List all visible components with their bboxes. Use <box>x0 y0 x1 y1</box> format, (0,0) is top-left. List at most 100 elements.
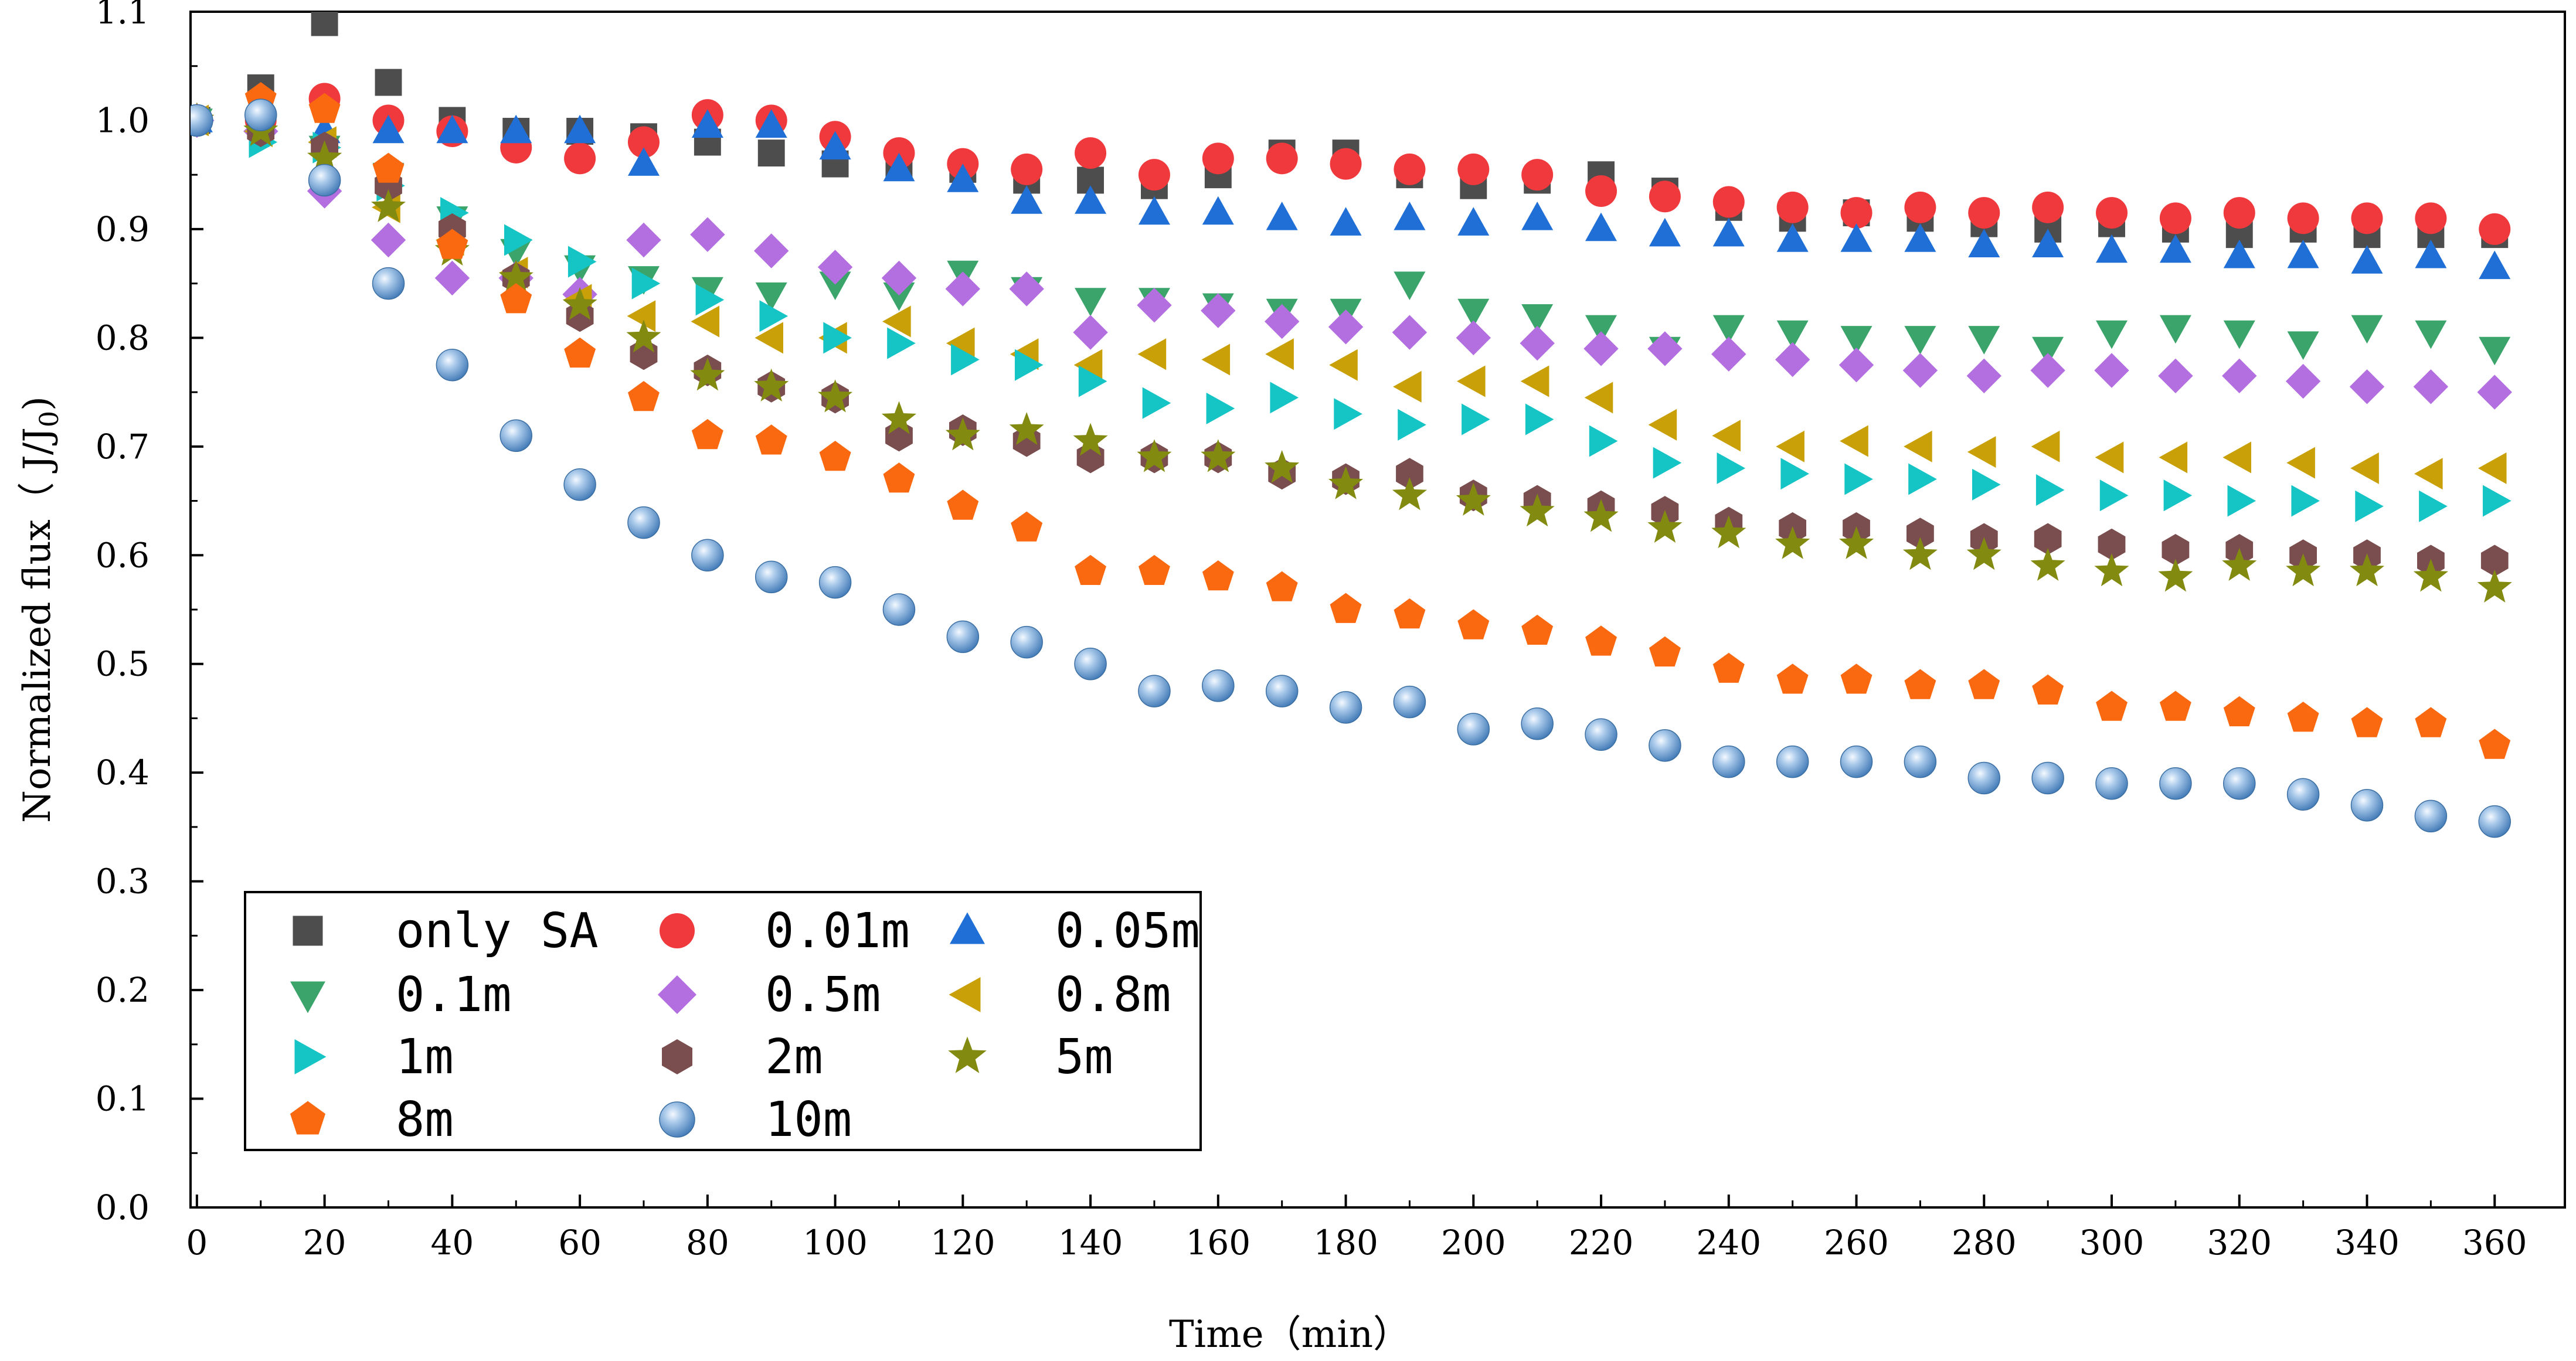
data-point <box>2287 239 2319 268</box>
data-point <box>1521 707 1554 740</box>
data-point <box>1075 137 1107 169</box>
data-point <box>1075 185 1107 214</box>
data-point <box>1844 463 1873 495</box>
data-point <box>2413 559 2448 592</box>
data-point <box>1904 430 1932 462</box>
data-point <box>1521 159 1554 191</box>
data-point <box>951 343 980 376</box>
data-point <box>2350 553 2384 587</box>
data-point <box>1266 202 1298 230</box>
data-point <box>1334 398 1362 430</box>
legend-item: 0.05m <box>950 903 1200 959</box>
data-point <box>695 284 725 316</box>
data-point <box>1010 625 1043 659</box>
x-tick-label: 60 <box>558 1223 601 1263</box>
data-point <box>1328 466 1364 499</box>
legend-marker <box>290 981 325 1013</box>
data-point <box>2479 250 2511 280</box>
data-point <box>1392 477 1427 511</box>
data-point <box>567 246 597 278</box>
legend-item: 0.8m <box>949 967 1171 1023</box>
legend-marker <box>949 977 981 1012</box>
data-point <box>818 379 853 413</box>
data-point <box>1904 223 1936 252</box>
x-tick-label: 20 <box>303 1223 346 1263</box>
data-point <box>2227 485 2256 517</box>
data-point <box>823 322 852 354</box>
data-point <box>1585 175 1617 207</box>
data-point <box>1968 326 2000 355</box>
data-point <box>691 305 720 338</box>
data-point <box>1968 669 2000 699</box>
data-point <box>1647 509 1683 543</box>
data-point <box>2159 690 2191 721</box>
legend-label: 0.5m <box>765 967 881 1023</box>
y-tick-label: 0.3 <box>96 862 149 901</box>
data-point <box>946 327 975 359</box>
data-point <box>500 283 532 314</box>
data-point <box>1206 392 1235 424</box>
data-point <box>2159 202 2191 234</box>
data-point <box>631 267 661 300</box>
data-point <box>628 147 660 176</box>
data-point <box>1270 382 1299 414</box>
data-point <box>2287 331 2319 360</box>
data-point <box>2477 569 2512 603</box>
y-tick-label: 0.9 <box>96 209 149 249</box>
data-point <box>2099 479 2129 512</box>
series-10m <box>191 98 2511 838</box>
data-point <box>1908 463 1937 495</box>
data-point <box>1394 271 1426 300</box>
data-point <box>1840 223 1872 252</box>
x-tick-label: 160 <box>1185 1223 1250 1263</box>
data-point <box>755 282 787 311</box>
data-point <box>1840 745 1873 778</box>
data-point <box>499 419 532 452</box>
x-axis-title: Time（min） <box>1169 1313 1411 1356</box>
data-point <box>2035 474 2065 506</box>
x-tick-label: 240 <box>1696 1223 1761 1263</box>
data-point <box>2287 702 2319 732</box>
data-point <box>1904 326 1936 355</box>
data-point <box>1712 186 1745 218</box>
data-point <box>436 229 468 259</box>
data-point <box>690 217 725 252</box>
legend-marker <box>662 1039 692 1074</box>
data-point <box>2413 369 2449 404</box>
data-point <box>1649 636 1681 667</box>
data-point <box>1330 593 1362 623</box>
data-point <box>755 109 787 138</box>
data-point <box>1392 315 1428 350</box>
data-point <box>2479 336 2511 366</box>
data-point <box>2477 375 2512 410</box>
data-point <box>2355 490 2384 522</box>
data-point <box>1139 554 1170 585</box>
x-tick-label: 180 <box>1313 1223 1378 1263</box>
y-axis-title-end: ) <box>16 396 59 411</box>
data-point <box>1137 338 1167 370</box>
data-point <box>1717 452 1746 484</box>
data-point <box>1201 439 1236 472</box>
legend-label: 2m <box>765 1029 823 1085</box>
data-point <box>2483 485 2512 517</box>
data-point <box>2349 369 2385 404</box>
data-point <box>2285 363 2321 399</box>
data-point <box>883 152 915 182</box>
data-point <box>947 164 979 192</box>
data-point <box>1394 153 1426 185</box>
data-point <box>883 282 915 311</box>
data-point <box>1840 197 1872 229</box>
data-point <box>1840 664 1872 694</box>
data-point <box>1649 217 1681 247</box>
legend-marker <box>658 975 696 1014</box>
data-point <box>2032 674 2064 705</box>
data-point <box>1776 745 1809 778</box>
x-tick-label: 300 <box>2079 1223 2145 1263</box>
data-point <box>2287 202 2319 234</box>
data-point <box>372 267 405 300</box>
legend-item: 0.1m <box>290 967 511 1023</box>
data-point <box>1011 153 1043 185</box>
legend-item: 5m <box>948 1029 1113 1085</box>
data-point <box>1968 197 2000 229</box>
data-point <box>1648 409 1677 441</box>
